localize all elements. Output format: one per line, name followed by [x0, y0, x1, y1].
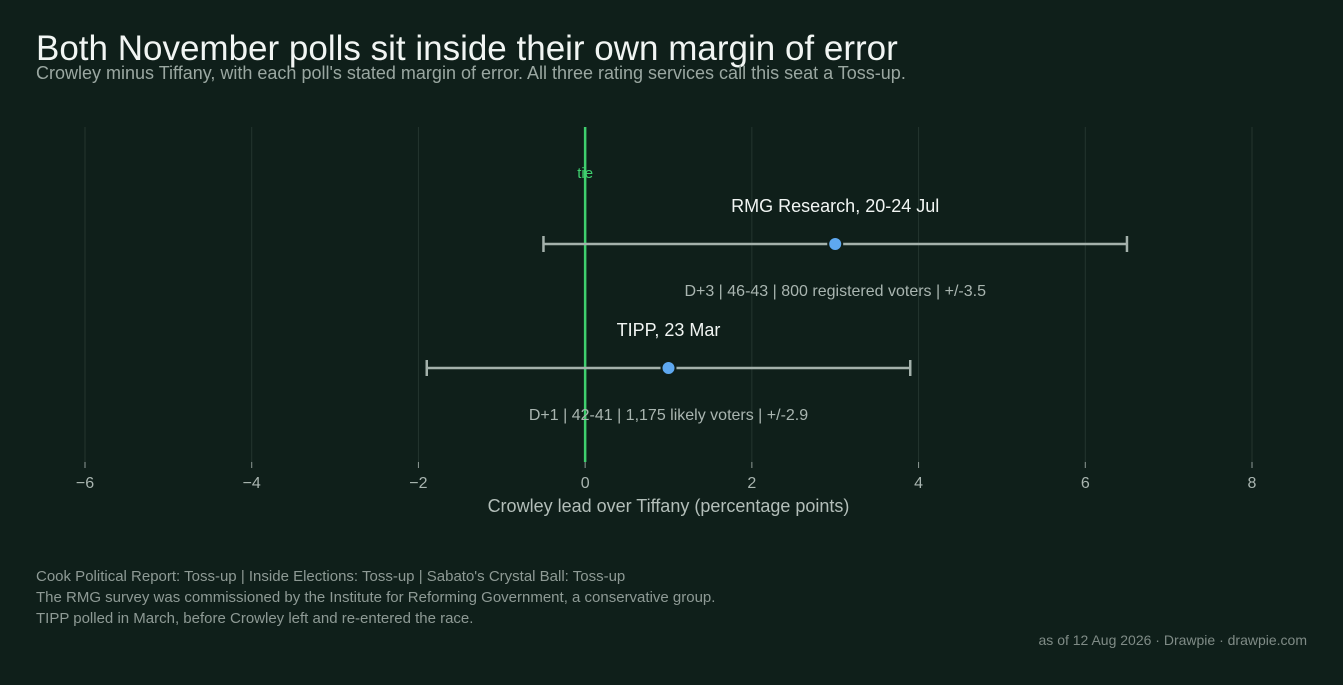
- x-tick-label: 4: [914, 475, 923, 492]
- poll-row: RMG Research, 20-24 Jul D+3 | 46-43 | 800…: [542, 196, 1129, 300]
- footnote-tipp-timing: TIPP polled in March, before Crowley lef…: [36, 610, 474, 627]
- footnote-rmg-sponsor: The RMG survey was commissioned by the I…: [36, 589, 716, 606]
- poll-margin-chart: tie RMG Research, 20-24 Jul D+3 | 46-43 |…: [76, 127, 1257, 516]
- x-tick-label: 8: [1248, 475, 1257, 492]
- footnotes: Cook Political Report: Toss-up | Inside …: [36, 566, 715, 629]
- poll-row: TIPP, 23 Mar D+1 | 42-41 | 1,175 likely v…: [425, 320, 912, 424]
- poll-detail: D+1 | 42-41 | 1,175 likely voters | +/-2…: [529, 407, 808, 424]
- x-tick-label: 2: [747, 475, 756, 492]
- polls-group: RMG Research, 20-24 Jul D+3 | 46-43 | 800…: [425, 196, 1129, 424]
- footnote-ratings: Cook Political Report: Toss-up | Inside …: [36, 568, 626, 585]
- x-tick-label: −4: [243, 475, 261, 492]
- poll-label: TIPP, 23 Mar: [617, 320, 721, 340]
- x-tick-label: 6: [1081, 475, 1090, 492]
- chart-title: Both November polls sit inside their own…: [36, 29, 898, 68]
- x-axis: −6 −4 −2 0 2 4 6 8 Crowley lead over Tiffany (pe…: [76, 462, 1257, 516]
- x-tick-label: −2: [409, 475, 427, 492]
- credit-line: as of 12 Aug 2026 · Drawpie · drawpie.co…: [1038, 632, 1307, 648]
- poll-label: RMG Research, 20-24 Jul: [731, 196, 939, 216]
- poll-detail: D+3 | 46-43 | 800 registered voters | +/…: [684, 283, 986, 300]
- reference-line-group: tie: [577, 127, 593, 462]
- poll-point: [827, 236, 844, 252]
- tie-label: tie: [577, 165, 593, 182]
- x-tick-label: 0: [581, 475, 590, 492]
- poll-point: [660, 360, 677, 376]
- chart-subtitle: Crowley minus Tiffany, with each poll's …: [36, 63, 906, 83]
- x-axis-label: Crowley lead over Tiffany (percentage po…: [488, 496, 850, 516]
- x-tick-label: −6: [76, 475, 94, 492]
